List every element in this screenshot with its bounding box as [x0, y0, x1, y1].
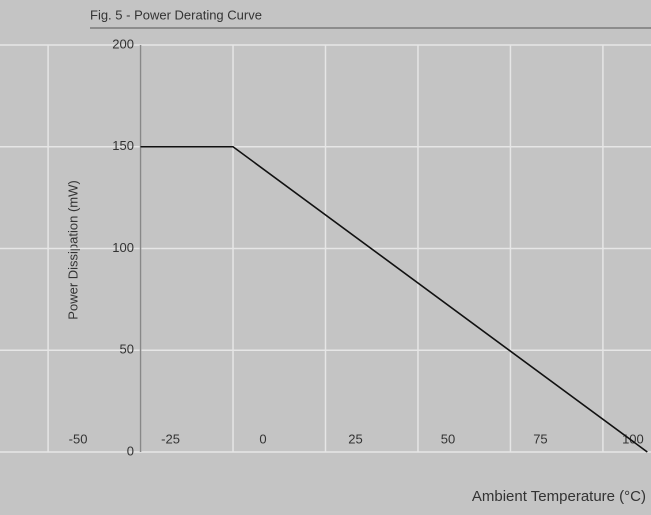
- x-tick-label: -50: [69, 431, 88, 446]
- y-tick-label: 0: [127, 443, 134, 458]
- chart-title: Fig. 5 - Power Derating Curve: [90, 7, 262, 22]
- y-tick-label: 150: [112, 138, 134, 153]
- x-axis-label: Ambient Temperature (°C): [472, 488, 646, 505]
- x-tick-label: 50: [441, 431, 455, 446]
- y-axis-label: Power Dissipation (mW): [65, 180, 80, 319]
- x-tick-label: 25: [348, 431, 362, 446]
- data-line: [140, 145, 648, 453]
- y-tick-label: 50: [120, 342, 134, 357]
- x-tick-label: 100: [622, 431, 644, 446]
- y-tick-label: 200: [112, 36, 134, 51]
- x-tick-label: -25: [161, 431, 180, 446]
- x-tick-label: 0: [259, 431, 266, 446]
- x-tick-label: 75: [533, 431, 547, 446]
- y-tick-label: 100: [112, 240, 134, 255]
